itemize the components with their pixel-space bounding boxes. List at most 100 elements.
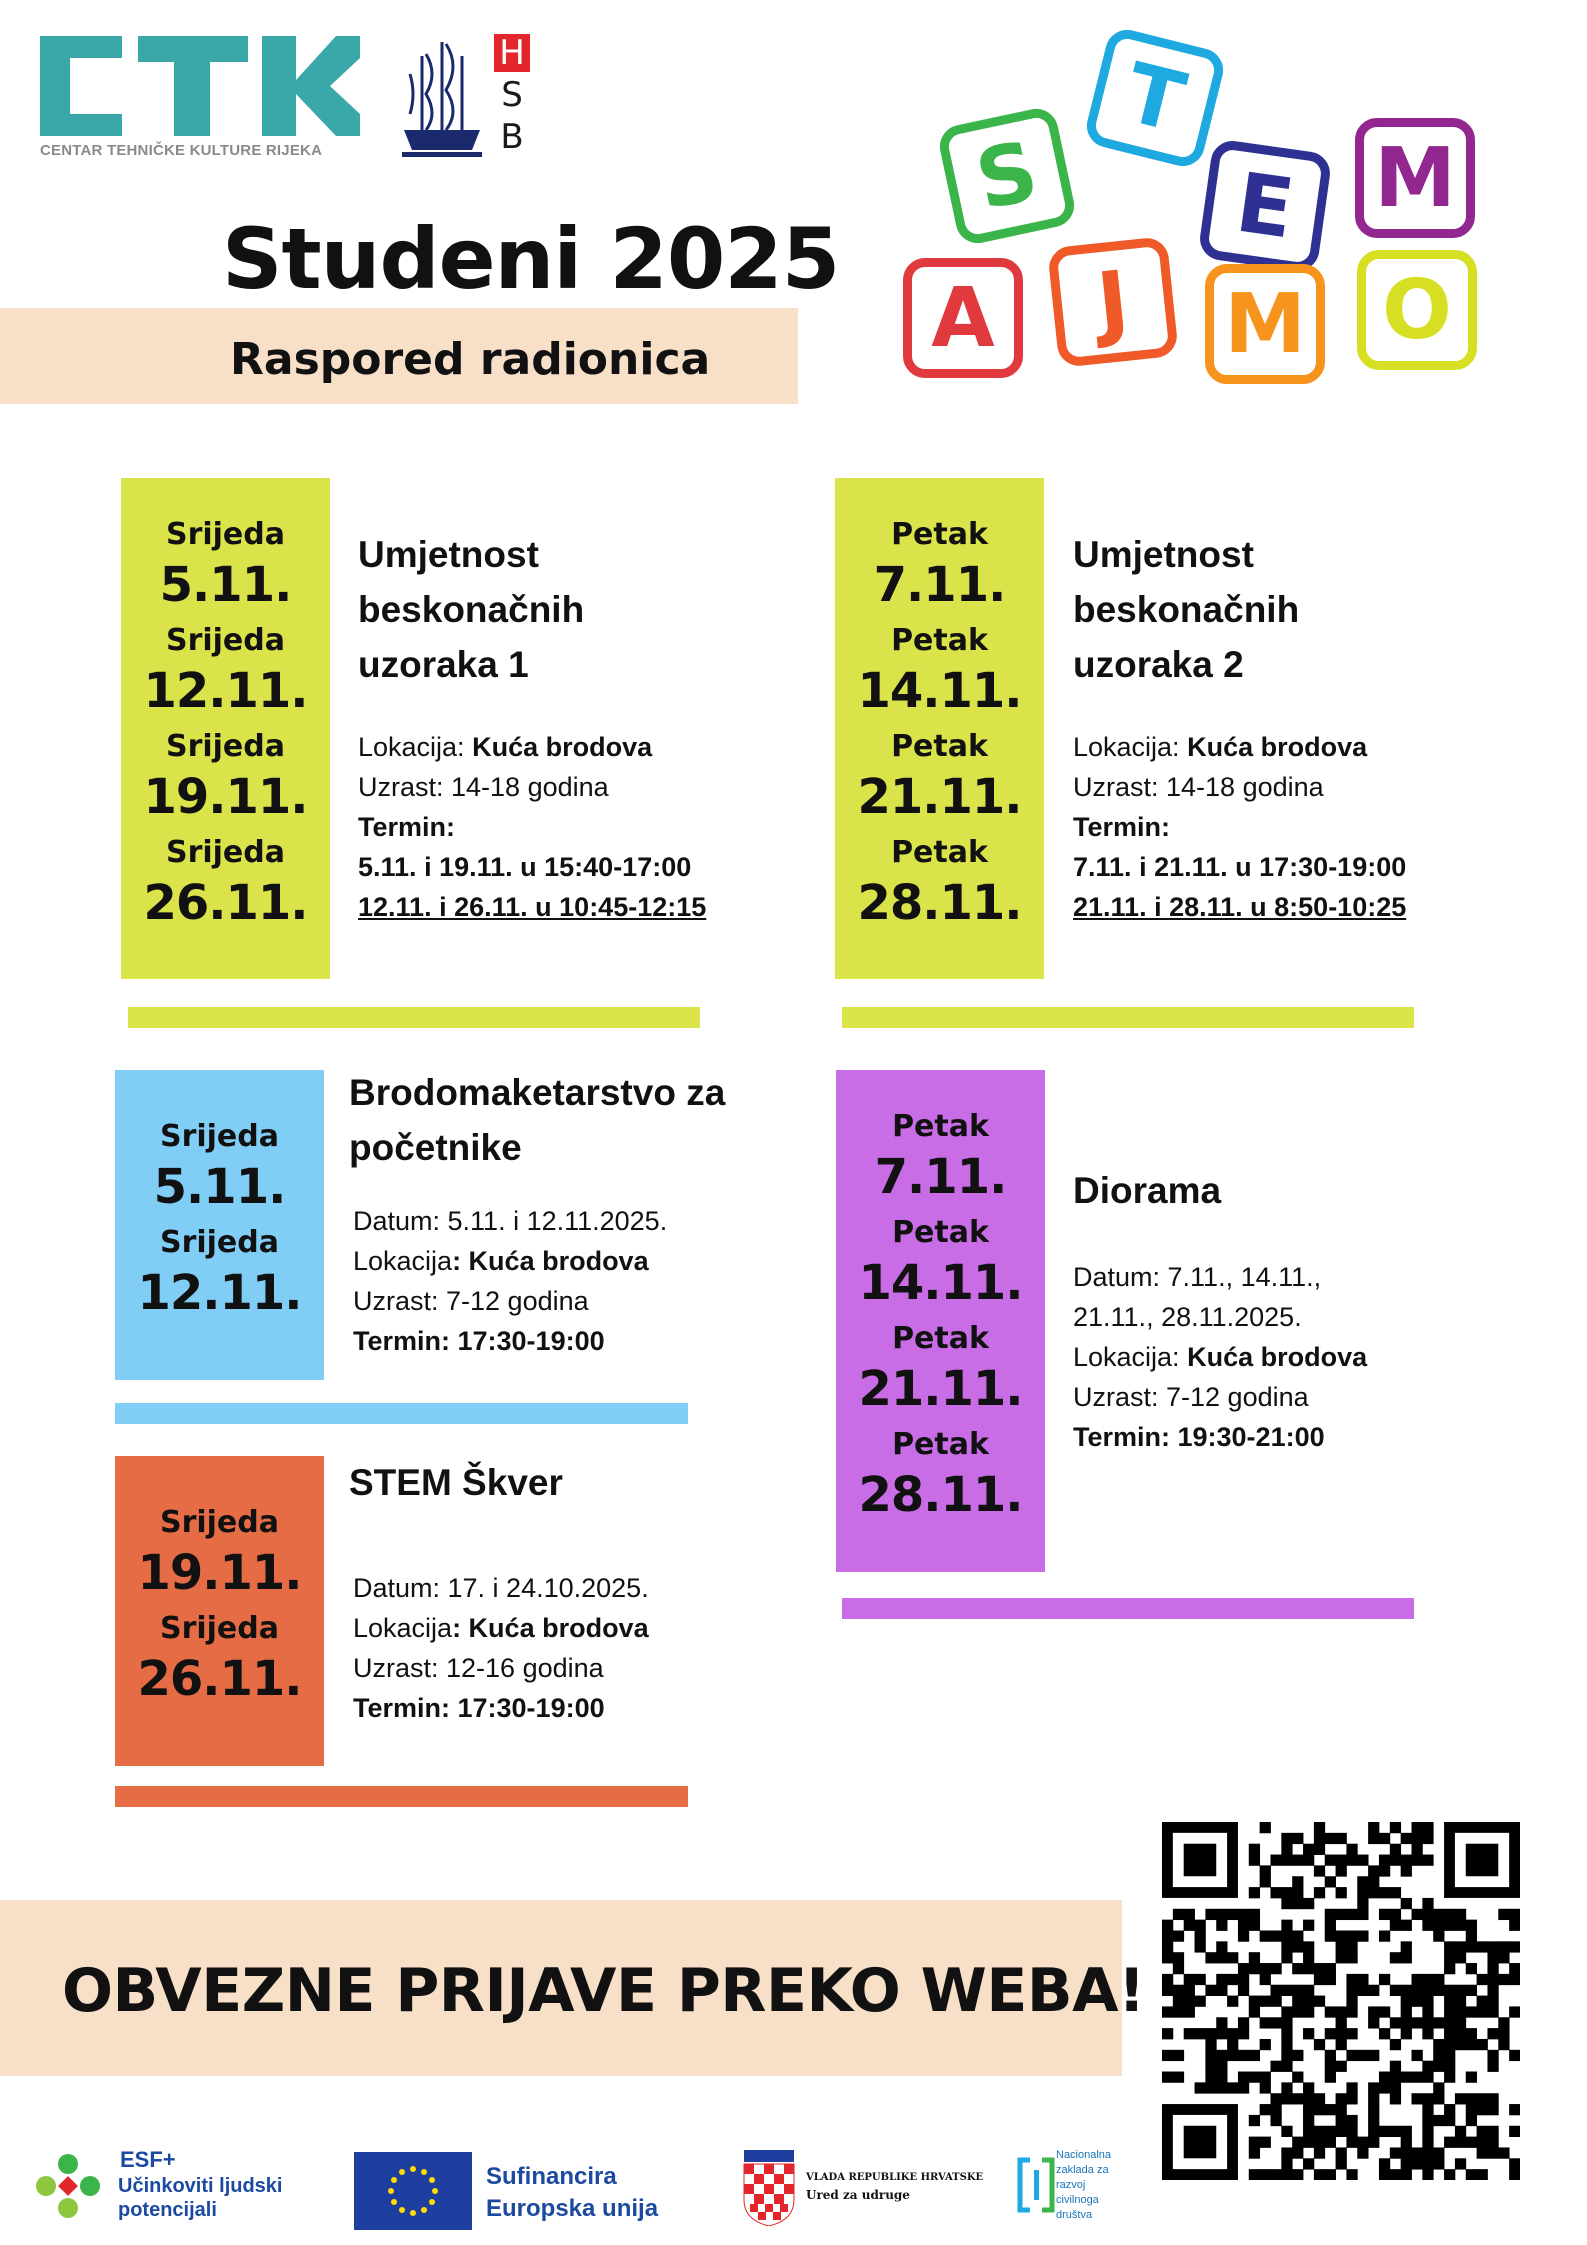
day-date: 7.11. bbox=[874, 1149, 1008, 1205]
divider-bar bbox=[128, 1007, 700, 1028]
page-subtitle: Raspored radionica bbox=[230, 334, 711, 385]
day-name: Petak bbox=[891, 728, 988, 764]
page-title: Studeni 2025 bbox=[222, 210, 840, 308]
tile-o: O bbox=[1357, 250, 1477, 370]
ctk-logo: CENTAR TEHNIČKE KULTURE RIJEKA bbox=[40, 36, 360, 166]
workshop-date: Datum: 7.11., 14.11., bbox=[1073, 1262, 1322, 1292]
cta-text: OBVEZNE PRIJAVE PREKO WEBA! bbox=[62, 1956, 1145, 2026]
nz-line-1: Nacionalna bbox=[1056, 2149, 1112, 2161]
day-date: 5.11. bbox=[153, 1159, 287, 1215]
day-name: Srijeda bbox=[159, 1119, 280, 1154]
esf-title: ESF+ bbox=[120, 2147, 176, 2172]
workshop-title: Umjetnost beskonačnih uzoraka 2 bbox=[1073, 534, 1300, 685]
tile-t: T bbox=[1082, 25, 1228, 171]
cta-band: OBVEZNE PRIJAVE PREKO WEBA! bbox=[0, 1900, 1145, 2076]
nz-line-3: razvoj bbox=[1056, 2179, 1086, 2191]
workshop-location: Lokacija: Kuća brodova bbox=[1073, 1342, 1368, 1372]
day-name: Petak bbox=[892, 1215, 989, 1250]
hsb-logo: H S B bbox=[402, 34, 532, 164]
workshop-age: Uzrast: 14-18 godina bbox=[1073, 772, 1324, 802]
nz-line-4: civilnoga bbox=[1056, 2194, 1099, 2206]
workshop-location: Lokacija: Kuća brodova bbox=[1073, 732, 1368, 762]
workshop-termin-1: 5.11. i 19.11. u 15:40-17:00 bbox=[358, 852, 692, 882]
ship-icon bbox=[402, 42, 482, 157]
workshop-date: Datum: 17. i 24.10.2025. bbox=[353, 1573, 649, 1603]
hsb-letter-s: S bbox=[501, 75, 523, 115]
day-name: Petak bbox=[891, 622, 988, 658]
nz-line-2: zaklada za bbox=[1056, 2164, 1109, 2176]
workshop-title: STEM Škver bbox=[349, 1462, 563, 1503]
day-name: Srijeda bbox=[165, 516, 286, 552]
tile-s: S bbox=[935, 104, 1079, 248]
day-name: Srijeda bbox=[159, 1225, 280, 1260]
workshop-termin-label: Termin: bbox=[1073, 812, 1171, 842]
day-name: Srijeda bbox=[165, 834, 286, 870]
day-name: Petak bbox=[892, 1321, 989, 1356]
tile-m: M bbox=[1355, 118, 1475, 238]
workshop-location: Lokacija: Kuća brodova bbox=[358, 732, 653, 762]
subtitle-band: Raspored radionica bbox=[0, 308, 798, 404]
workshop-age: Uzrast: 14-18 godina bbox=[358, 772, 609, 802]
tile-a: A bbox=[903, 258, 1023, 378]
day-date: 21.11. bbox=[857, 768, 1022, 825]
workshop-termin: Termin: 19:30-21:00 bbox=[1073, 1422, 1325, 1452]
divider-bar bbox=[842, 1598, 1414, 1619]
hsb-letter-b: B bbox=[500, 117, 524, 157]
day-column-workshop-3: Srijeda 5.11. Srijeda 12.11. bbox=[115, 1070, 324, 1380]
day-name: Srijeda bbox=[165, 728, 286, 764]
day-date: 12.11. bbox=[137, 1265, 302, 1321]
workshop-termin-label: Termin: bbox=[358, 812, 456, 842]
workshop-location: Lokacija: Kuća brodova bbox=[353, 1246, 649, 1276]
day-name: Petak bbox=[891, 516, 988, 552]
day-name: Srijeda bbox=[165, 622, 286, 658]
day-date: 14.11. bbox=[857, 662, 1022, 719]
divider-bar bbox=[115, 1403, 688, 1424]
day-column-workshop-2: Petak 7.11. Petak 14.11. Petak 21.11. Pe… bbox=[835, 478, 1044, 979]
workshop-age: Uzrast: 12-16 godina bbox=[353, 1653, 604, 1683]
workshop-termin: Termin: 17:30-19:00 bbox=[353, 1693, 605, 1723]
day-date: 26.11. bbox=[143, 874, 308, 931]
workshop-age: Uzrast: 7-12 godina bbox=[1073, 1382, 1309, 1412]
tile-e: E bbox=[1197, 138, 1333, 274]
day-date: 21.11. bbox=[858, 1361, 1023, 1417]
stem-ajmo-logo: S T E M A J M O bbox=[895, 25, 1495, 398]
eu-line-2: Europska unija bbox=[486, 2195, 659, 2222]
day-date: 7.11. bbox=[873, 556, 1007, 613]
day-column-workshop-5: Petak 7.11. Petak 14.11. Petak 21.11. Pe… bbox=[836, 1070, 1045, 1572]
workshop-location: Lokacija: Kuća brodova bbox=[353, 1613, 649, 1643]
workshop-termin-1: 7.11. i 21.11. u 17:30-19:00 bbox=[1073, 852, 1407, 882]
day-date: 14.11. bbox=[858, 1255, 1023, 1311]
vlada-line-2: Ured za udruge bbox=[806, 2188, 910, 2202]
divider-bar bbox=[842, 1007, 1414, 1028]
workshop-age: Uzrast: 7-12 godina bbox=[353, 1286, 589, 1316]
esf-line-2: potencijali bbox=[118, 2199, 217, 2221]
day-date: 5.11. bbox=[159, 556, 293, 613]
day-date: 19.11. bbox=[143, 768, 308, 825]
qr-code[interactable] bbox=[1162, 1822, 1521, 2181]
day-name: Srijeda bbox=[159, 1505, 280, 1540]
ctk-logo-mark bbox=[40, 36, 360, 136]
divider-bar bbox=[115, 1786, 688, 1807]
workshop-title: Brodomaketarstvo za početnike bbox=[349, 1072, 726, 1168]
day-date: 28.11. bbox=[858, 1467, 1023, 1523]
eu-line-1: Sufinancira bbox=[486, 2163, 617, 2190]
croatian-coat-of-arms-icon bbox=[743, 2150, 795, 2226]
eu-flag-icon bbox=[354, 2152, 472, 2230]
day-date: 12.11. bbox=[143, 662, 308, 719]
workshop-date-cont: 21.11., 28.11.2025. bbox=[1073, 1302, 1302, 1332]
day-column-workshop-4: Srijeda 19.11. Srijeda 26.11. bbox=[115, 1456, 324, 1766]
workshop-termin: Termin: 17:30-19:00 bbox=[353, 1326, 605, 1356]
workshop-termin-2: 12.11. i 26.11. u 10:45-12:15 bbox=[358, 892, 707, 922]
day-name: Petak bbox=[892, 1109, 989, 1144]
tile-m2: M bbox=[1205, 264, 1325, 384]
day-date: 19.11. bbox=[137, 1545, 302, 1601]
vlada-line-1: VLADA REPUBLIKE HRVATSKE bbox=[806, 2172, 984, 2183]
day-name: Petak bbox=[891, 834, 988, 870]
esf-logo: ESF+ Učinkoviti ljudski potencijali bbox=[34, 2148, 304, 2228]
day-column-workshop-1: Srijeda 5.11. Srijeda 12.11. Srijeda 19.… bbox=[121, 478, 330, 979]
tile-j: J bbox=[1047, 236, 1179, 368]
bracket-icon bbox=[1017, 2157, 1055, 2213]
esf-flower-icon bbox=[36, 2154, 100, 2218]
nacionalna-zaklada-logo: Nacionalna zaklada za razvoj civilnoga d… bbox=[1016, 2148, 1136, 2234]
ctk-caption: CENTAR TEHNIČKE KULTURE RIJEKA bbox=[40, 142, 323, 159]
